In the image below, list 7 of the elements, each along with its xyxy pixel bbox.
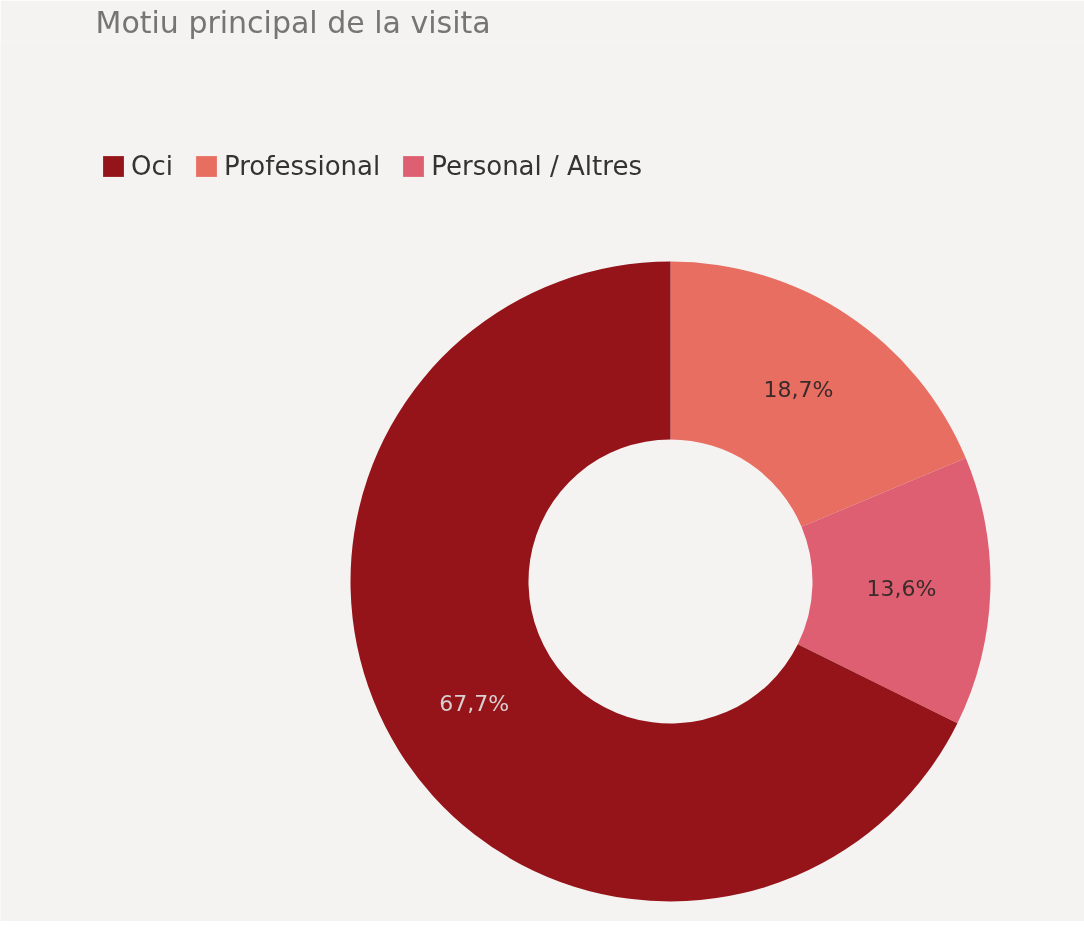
data-label: 13,6% — [866, 576, 937, 602]
data-label: 18,7% — [763, 376, 834, 402]
legend-label: Personal / Altres — [431, 151, 642, 181]
legend-label: Professional — [223, 151, 381, 181]
legend-label: Oci — [131, 151, 173, 181]
chart-title: Motiu principal de la visita — [95, 4, 491, 40]
data-label: 67,7% — [439, 690, 510, 716]
